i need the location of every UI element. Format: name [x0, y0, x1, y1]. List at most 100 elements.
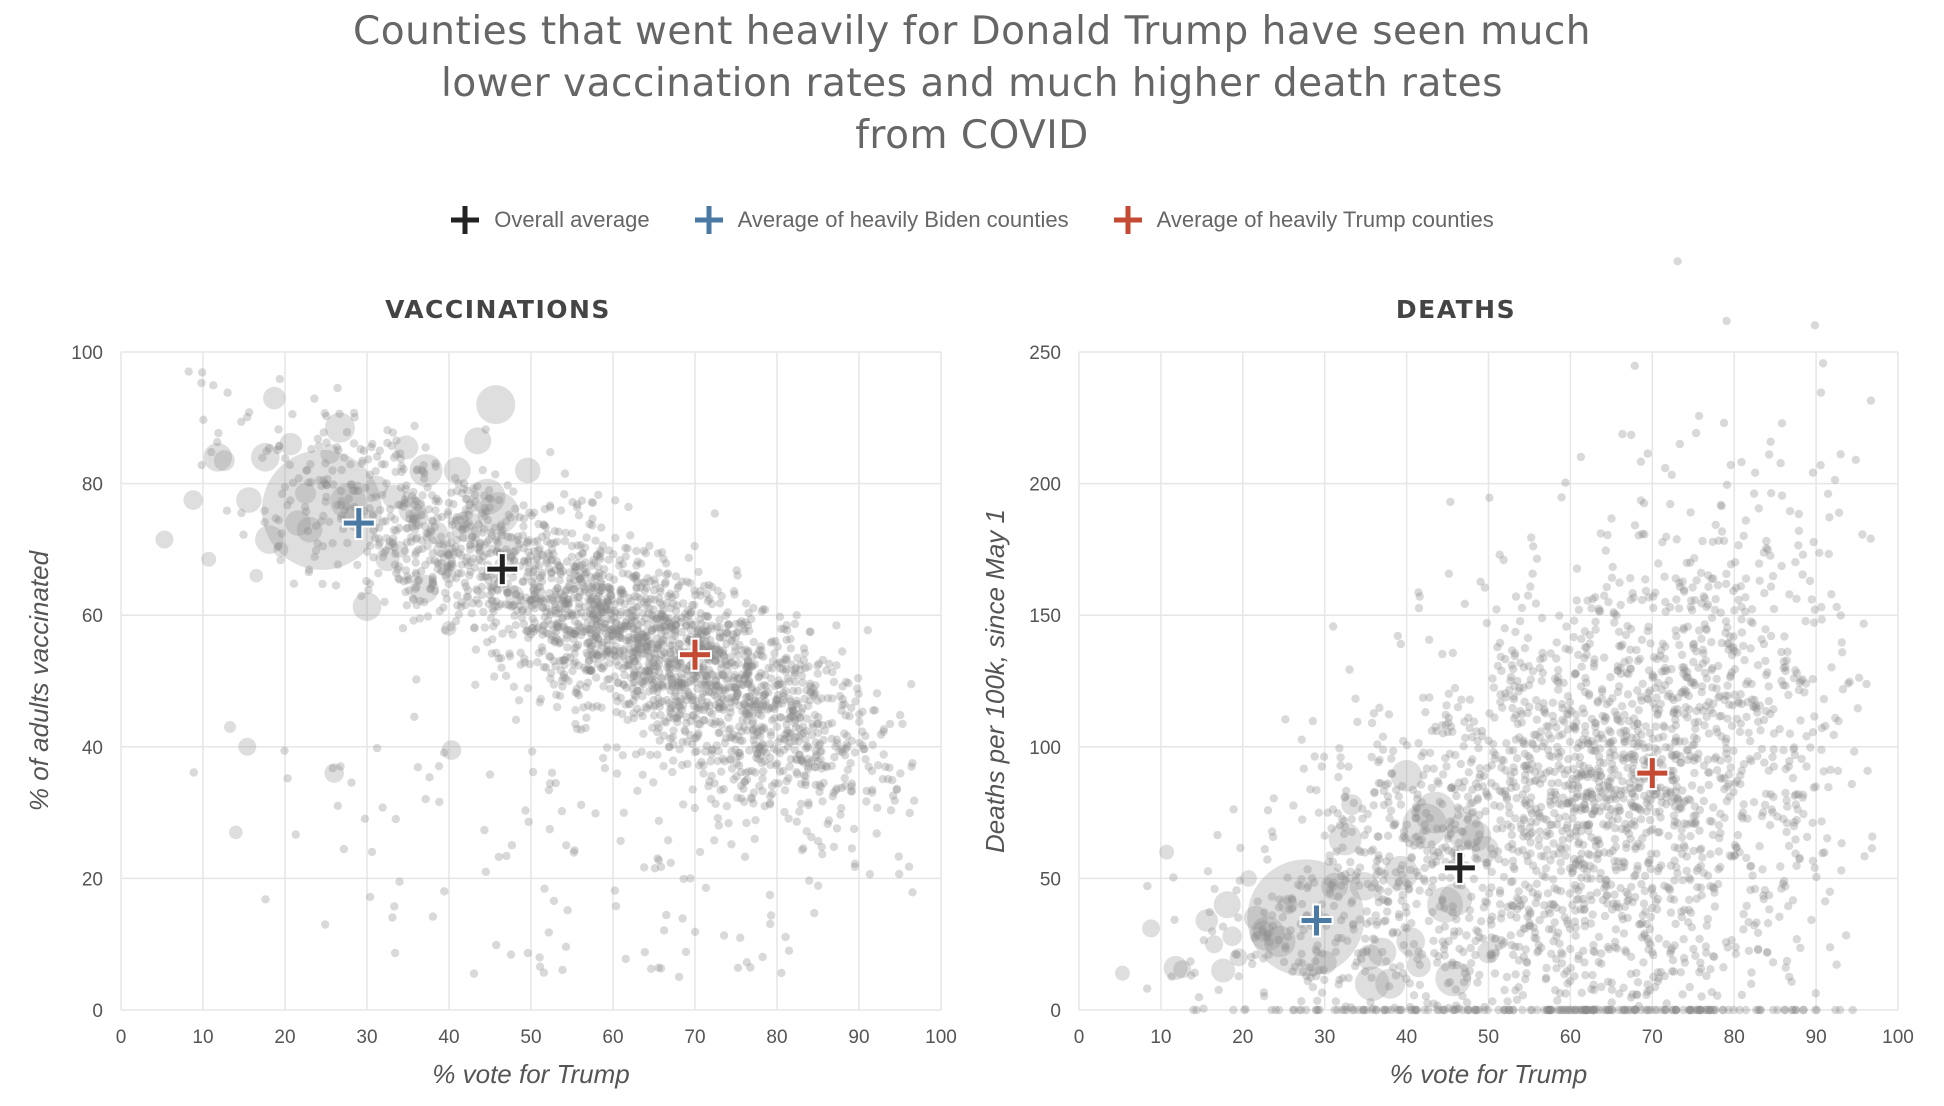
data-point: [319, 511, 328, 521]
data-point: [381, 546, 391, 555]
data-point: [622, 636, 631, 645]
data-point: [806, 688, 815, 697]
data-point: [641, 703, 650, 712]
data-point: [428, 572, 437, 582]
data-point: [347, 778, 356, 787]
data-point: [659, 926, 669, 935]
data-point: [1511, 592, 1521, 601]
data-point: [1574, 605, 1584, 614]
data-point: [793, 769, 802, 779]
data-point: [633, 644, 642, 653]
data-point: [672, 660, 681, 670]
data-point: [582, 533, 591, 542]
data-point: [1433, 777, 1442, 786]
data-point: [1656, 813, 1665, 822]
data-point: [720, 738, 730, 747]
data-point: [482, 572, 491, 581]
data-point: [735, 751, 745, 761]
data-point: [1851, 455, 1861, 464]
data-point: [829, 842, 839, 852]
data-point: [1619, 794, 1628, 803]
data-point: [1670, 843, 1679, 852]
data-point: [1671, 919, 1680, 929]
data-point: [1241, 1005, 1250, 1014]
data-point: [1622, 843, 1631, 853]
data-point: [633, 645, 643, 654]
data-point: [1638, 911, 1648, 920]
data-point: [741, 692, 751, 702]
panel-title: DEATHS: [1396, 295, 1516, 324]
data-point: [576, 631, 586, 640]
data-point: [840, 781, 850, 791]
data-point: [534, 648, 544, 658]
data-point: [1640, 871, 1650, 881]
data-point: [378, 552, 388, 562]
data-point: [798, 678, 807, 687]
data-point: [197, 378, 206, 388]
data-point: [535, 953, 544, 962]
data-point: [396, 500, 405, 510]
data-point: [445, 549, 454, 558]
data-point: [413, 763, 423, 772]
data-point: [632, 635, 642, 644]
data-point: [1811, 1005, 1820, 1015]
data-point: [1615, 578, 1624, 587]
data-point: [1562, 916, 1572, 926]
data-point: [715, 628, 724, 637]
data-point: [375, 523, 384, 532]
data-point: [479, 607, 488, 617]
data-point: [1784, 841, 1794, 851]
data-point: [1654, 934, 1664, 943]
data-point: [1569, 721, 1578, 731]
data-point: [1552, 903, 1561, 912]
legend-item-biden: Average of heavily Biden counties: [694, 205, 1069, 235]
data-point: [766, 728, 776, 737]
data-point: [1765, 450, 1774, 459]
data-point: [321, 920, 330, 929]
data-point: [607, 650, 616, 659]
data-point: [810, 710, 819, 720]
data-point: [697, 757, 706, 767]
x-tick-label: 0: [116, 1027, 127, 1048]
data-point: [1763, 668, 1772, 677]
data-point: [699, 769, 708, 778]
data-point: [741, 599, 751, 608]
data-point: [1707, 637, 1716, 647]
data-point: [792, 767, 801, 777]
data-point: [1723, 681, 1732, 690]
data-point: [1816, 388, 1826, 397]
data-point: [1706, 850, 1715, 859]
data-point: [592, 603, 601, 613]
data-point: [529, 584, 538, 593]
data-point: [1190, 968, 1200, 977]
data-point: [593, 651, 602, 660]
data-point: [486, 549, 495, 558]
data-point: [739, 784, 748, 793]
data-point: [563, 611, 572, 621]
data-point: [1414, 739, 1423, 748]
data-point: [1682, 852, 1692, 861]
data-point: [572, 684, 581, 694]
data-point: [647, 610, 656, 620]
data-point: [410, 574, 439, 604]
data-point: [1680, 958, 1690, 967]
data-point: [701, 627, 711, 636]
data-point: [408, 518, 417, 527]
data-point: [1520, 739, 1529, 749]
data-point: [513, 532, 522, 541]
data-point: [592, 597, 602, 607]
data-point: [1535, 827, 1545, 836]
data-point: [637, 638, 647, 648]
data-point: [390, 902, 399, 911]
data-point: [553, 618, 562, 627]
data-point: [380, 597, 389, 607]
data-point: [453, 591, 462, 600]
data-point: [639, 633, 648, 642]
data-point: [539, 968, 549, 977]
data-point: [724, 620, 734, 629]
data-point: [496, 654, 506, 663]
x-tick-label: 50: [520, 1027, 541, 1048]
data-point: [1575, 759, 1585, 769]
data-point: [454, 479, 463, 488]
data-point: [791, 677, 800, 687]
